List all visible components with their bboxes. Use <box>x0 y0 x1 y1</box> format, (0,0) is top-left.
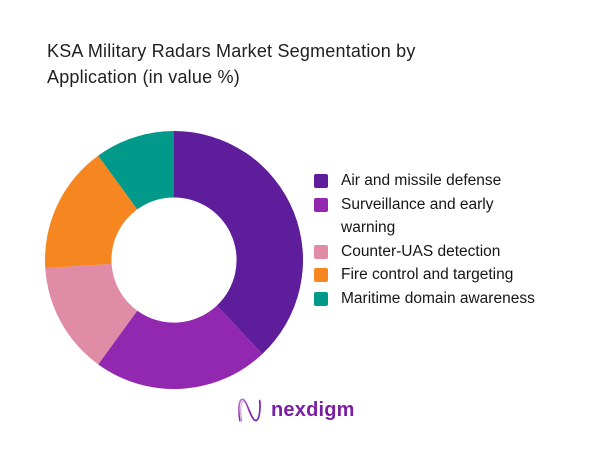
legend-item: Fire control and targeting <box>314 263 546 287</box>
nexdigm-wordmark: nexdigm <box>271 398 355 421</box>
legend-swatch <box>314 244 328 259</box>
legend-swatch <box>314 268 328 282</box>
legend-item: Surveillance and early warning <box>314 193 546 240</box>
donut-segment-fire-control-and-targeting <box>44 155 138 269</box>
donut-segment-counter-uas-detection <box>45 263 138 365</box>
legend-label: Surveillance and early warning <box>341 195 494 237</box>
donut-segment-surveillance-and-early-warning <box>98 305 263 389</box>
legend-item: Counter-UAS detection <box>314 240 546 264</box>
donut-segment-air-and-missile-defense <box>174 131 304 355</box>
nexdigm-logo: nexdigm <box>236 395 355 425</box>
legend-label: Air and missile defense <box>341 172 502 189</box>
donut-segment-maritime-domain-awareness <box>98 131 174 210</box>
legend-label: Counter-UAS detection <box>341 242 501 260</box>
legend-item: Maritime domain awareness <box>314 287 546 311</box>
donut-chart <box>44 131 304 389</box>
legend-label: Maritime domain awareness <box>341 289 535 307</box>
chart-title: KSA Military Radars Market Segmentation … <box>47 41 416 87</box>
legend-swatch <box>314 291 328 306</box>
legend-swatch <box>314 174 328 188</box>
legend-item: Air and missile defense <box>314 169 546 193</box>
nexdigm-logomark-icon <box>238 398 262 423</box>
legend-label: Fire control and targeting <box>341 266 514 283</box>
legend: Air and missile defense Surveillance and… <box>314 169 546 310</box>
legend-swatch <box>314 197 328 212</box>
